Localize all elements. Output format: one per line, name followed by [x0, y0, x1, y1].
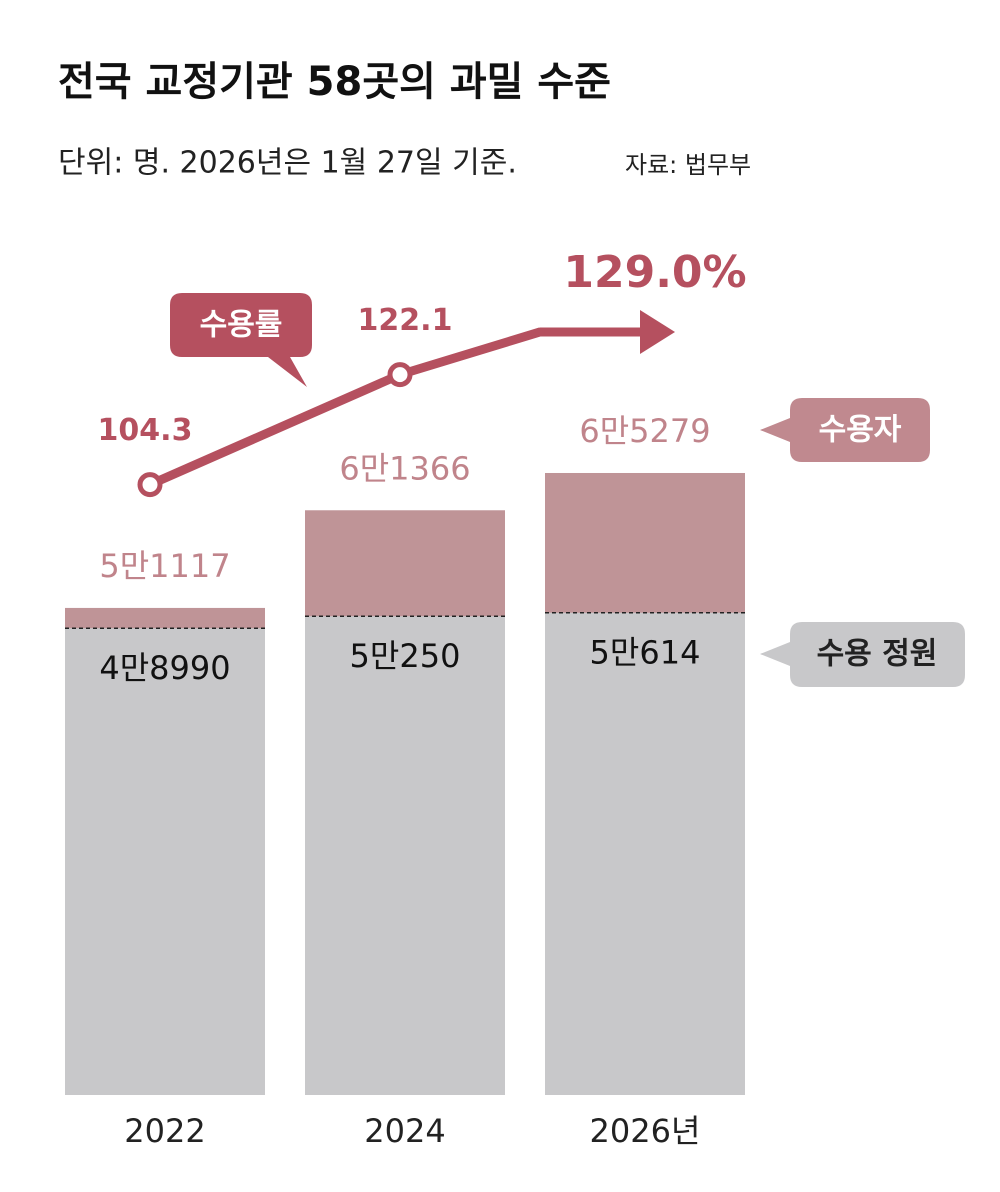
line-value-label: 129.0%	[563, 247, 746, 298]
x-tick-label: 2026년	[590, 1112, 701, 1150]
bar	[305, 616, 505, 1095]
value-label: 5만614	[590, 634, 701, 672]
arrow-head	[640, 309, 675, 354]
line-point	[137, 472, 163, 498]
value-label: 6만5279	[579, 412, 710, 450]
line-callout	[170, 293, 312, 387]
value-label: 5만1117	[99, 547, 230, 585]
legend-label: 수용 정원	[817, 637, 938, 672]
legend-label: 수용률	[200, 308, 283, 343]
line-point	[535, 327, 545, 337]
line-point	[387, 362, 413, 388]
inmate-callout	[760, 398, 930, 462]
value-label: 6만1366	[339, 449, 470, 487]
chart-source: 자료: 법무부	[625, 151, 751, 179]
chart-subtitle: 단위: 명. 2026년은 1월 27일 기준.	[58, 146, 517, 181]
x-tick-label: 2024	[364, 1112, 445, 1150]
capacity-callout	[760, 622, 965, 687]
value-label: 4만8990	[99, 649, 230, 687]
bar	[65, 628, 265, 1095]
bar	[545, 612, 745, 1095]
bars	[65, 472, 745, 1096]
line-value-label: 122.1	[358, 303, 453, 338]
value-label: 5만250	[350, 637, 461, 675]
x-tick-label: 2022	[124, 1112, 205, 1150]
legend-label: 수용자	[819, 413, 902, 448]
line-value-label: 104.3	[98, 413, 193, 448]
chart-title: 전국 교정기관 58곳의 과밀 수준	[58, 59, 611, 105]
